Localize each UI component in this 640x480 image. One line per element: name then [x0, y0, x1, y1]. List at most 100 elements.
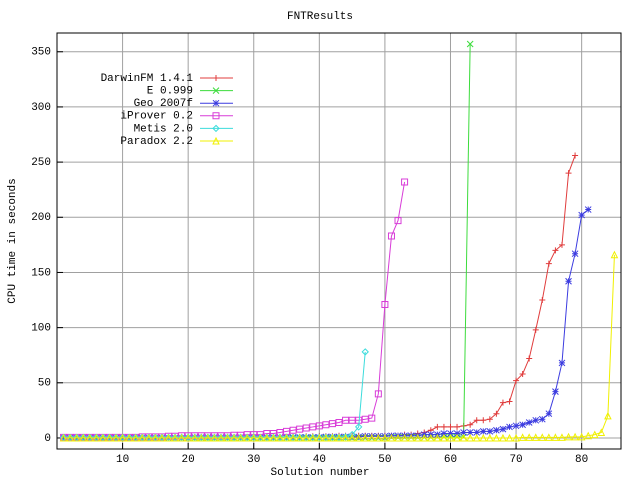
x-tick-label: 80 [575, 454, 588, 466]
data-point [551, 433, 560, 441]
data-point [158, 433, 166, 442]
data-point [499, 433, 507, 442]
data-point [243, 433, 251, 442]
legend-label: DarwinFM 1.4.1 [101, 73, 194, 85]
legend-label: Geo 2007f [134, 98, 193, 110]
data-point [230, 433, 238, 442]
data-point [295, 433, 304, 442]
data-point [368, 432, 376, 440]
data-point [361, 432, 369, 440]
data-point [558, 433, 566, 441]
data-point [309, 433, 317, 442]
data-point [348, 433, 356, 442]
data-point [374, 432, 382, 440]
data-point [499, 399, 506, 406]
data-point [112, 433, 120, 442]
data-point [505, 433, 514, 442]
data-point [374, 433, 383, 442]
data-point [513, 377, 520, 384]
data-point [446, 433, 455, 442]
data-point [400, 433, 409, 442]
data-point [407, 433, 415, 442]
data-point [413, 433, 422, 442]
data-point [578, 211, 586, 219]
data-point [99, 433, 107, 442]
legend-marker [212, 87, 220, 94]
data-point [269, 430, 277, 438]
data-point [354, 423, 363, 431]
data-point [538, 415, 546, 423]
data-point [302, 424, 310, 432]
data-point [250, 433, 258, 442]
data-point [309, 423, 317, 431]
data-point [572, 152, 579, 159]
data-point [105, 433, 114, 442]
data-point [328, 420, 336, 428]
data-point [276, 433, 284, 442]
data-point [249, 433, 258, 442]
data-point [532, 416, 540, 424]
x-tick-label: 50 [378, 454, 391, 466]
x-tick-label: 60 [444, 454, 457, 466]
data-point [381, 300, 389, 308]
data-point [479, 433, 488, 442]
data-point [433, 433, 442, 442]
x-axis-label: Solution number [270, 467, 369, 479]
legend-marker [213, 75, 219, 81]
data-point [512, 422, 520, 430]
data-point [492, 433, 501, 442]
data-point [394, 433, 402, 442]
data-point [191, 433, 199, 442]
legend-label: Metis 2.0 [134, 123, 193, 135]
data-point [335, 433, 343, 441]
data-point [545, 410, 553, 418]
data-point [263, 433, 271, 442]
data-point [518, 433, 527, 441]
data-point [434, 423, 441, 430]
data-point [289, 433, 297, 442]
data-point [466, 40, 474, 48]
data-point [322, 433, 330, 441]
data-point [486, 416, 493, 423]
data-point [92, 433, 101, 442]
data-point [59, 433, 68, 442]
data-point [539, 297, 546, 304]
data-point [565, 170, 572, 177]
data-point [315, 422, 323, 430]
data-point [276, 433, 284, 442]
data-point [348, 433, 356, 441]
data-point [99, 433, 107, 442]
data-point [519, 421, 526, 429]
data-point [565, 277, 572, 285]
data-point [322, 433, 330, 442]
data-point [210, 433, 219, 442]
data-point [223, 433, 232, 442]
data-point [276, 428, 284, 436]
y-tick-label: 300 [31, 102, 51, 114]
legend-label: Paradox 2.2 [120, 136, 193, 148]
data-point [538, 433, 547, 441]
data-point [66, 433, 74, 442]
data-point [512, 433, 520, 442]
data-point [197, 433, 206, 442]
data-point [597, 428, 606, 436]
data-point [493, 410, 500, 417]
data-point [66, 433, 74, 442]
data-point [472, 433, 481, 442]
data-point [558, 241, 565, 248]
data-point [256, 433, 265, 442]
data-point [335, 433, 343, 442]
data-point [236, 433, 245, 442]
data-point [545, 260, 552, 267]
data-point [151, 433, 160, 442]
x-tick-label: 20 [182, 454, 195, 466]
data-point [361, 433, 370, 442]
data-point [590, 430, 599, 439]
data-point [210, 433, 219, 442]
data-point [60, 434, 67, 442]
data-point [282, 433, 291, 442]
data-point [131, 433, 140, 442]
data-point [341, 433, 350, 442]
